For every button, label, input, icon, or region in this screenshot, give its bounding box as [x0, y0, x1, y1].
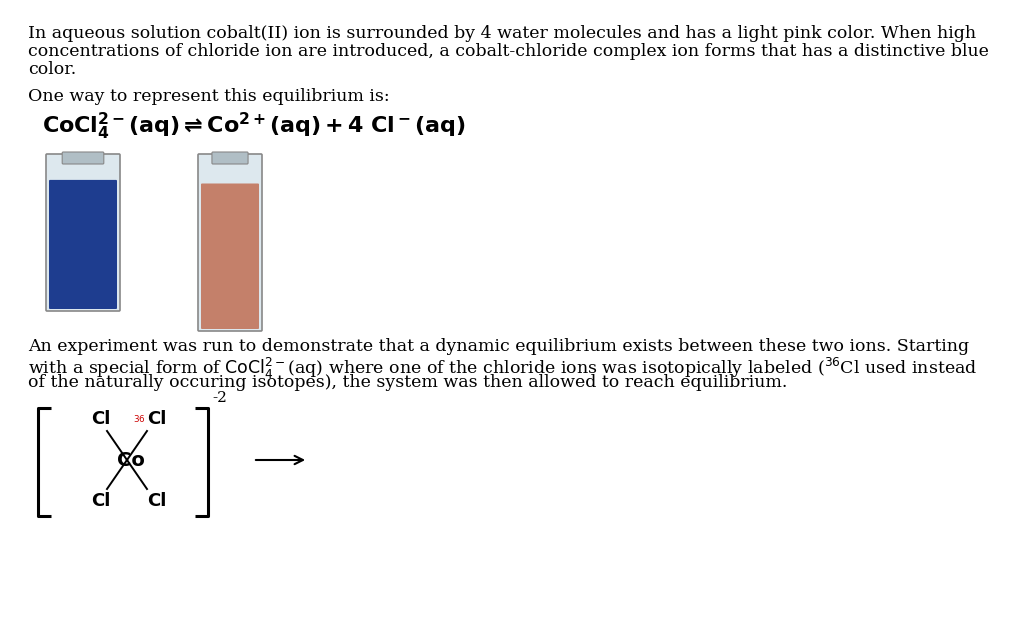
Text: of the naturally occuring isotopes), the system was then allowed to reach equili: of the naturally occuring isotopes), the… — [28, 374, 787, 391]
Text: An experiment was run to demonstrate that a dynamic equilibrium exists between t: An experiment was run to demonstrate tha… — [28, 338, 969, 355]
FancyBboxPatch shape — [49, 180, 117, 309]
FancyBboxPatch shape — [212, 152, 248, 164]
Text: One way to represent this equilibrium is:: One way to represent this equilibrium is… — [28, 88, 389, 105]
FancyBboxPatch shape — [201, 183, 259, 329]
Text: Co: Co — [117, 451, 144, 469]
Text: Cl: Cl — [91, 410, 111, 428]
Text: with a special form of $\mathrm{CoCl_4^{2-}}$(aq) where one of the chloride ions: with a special form of $\mathrm{CoCl_4^{… — [28, 356, 977, 381]
FancyBboxPatch shape — [46, 154, 120, 311]
Text: In aqueous solution cobalt(II) ion is surrounded by 4 water molecules and has a : In aqueous solution cobalt(II) ion is su… — [28, 25, 976, 42]
Text: Cl: Cl — [147, 492, 166, 510]
Text: $^{36}$: $^{36}$ — [133, 415, 145, 428]
Text: color.: color. — [28, 61, 76, 78]
Text: Cl: Cl — [147, 410, 166, 428]
Text: $\mathbf{CoCl_4^{2-}(aq)}$$\mathbf{\rightleftharpoons}$$\mathbf{Co^{2+}(aq) + 4\: $\mathbf{CoCl_4^{2-}(aq)}$$\mathbf{\righ… — [42, 111, 466, 142]
FancyBboxPatch shape — [62, 152, 103, 164]
Text: concentrations of chloride ion are introduced, a cobalt-chloride complex ion for: concentrations of chloride ion are intro… — [28, 43, 989, 60]
Text: -2: -2 — [212, 391, 227, 405]
Text: Cl: Cl — [91, 492, 111, 510]
FancyBboxPatch shape — [198, 154, 262, 331]
